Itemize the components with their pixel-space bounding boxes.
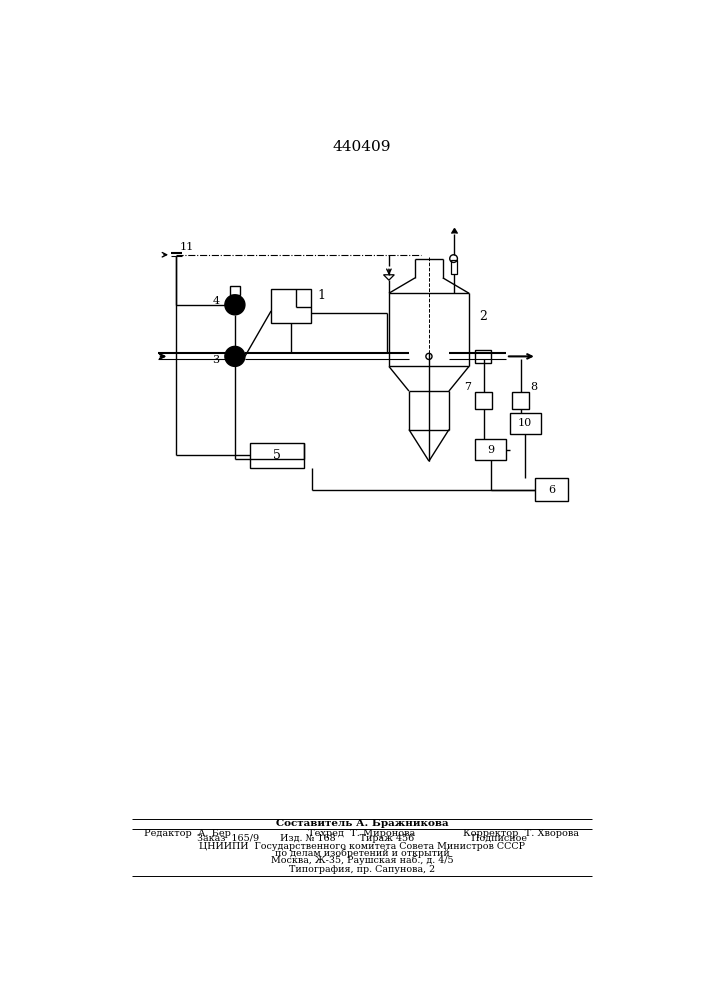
Text: 2: 2 [479,310,487,323]
Text: 10: 10 [518,418,532,428]
Text: 9: 9 [487,445,494,455]
Bar [510,413,541,434]
Text: 1: 1 [317,289,325,302]
Bar [535,478,568,501]
Bar [271,289,311,323]
Text: 5: 5 [274,449,281,462]
Text: 11: 11 [180,242,194,252]
Text: 3: 3 [212,355,219,365]
Bar [450,260,457,274]
Text: 4: 4 [212,296,219,306]
Text: Типография, пр. Сапунова, 2: Типография, пр. Сапунова, 2 [289,865,435,874]
Text: Корректор  Т. Хворова: Корректор Т. Хворова [463,829,579,838]
Text: 6: 6 [548,485,555,495]
Text: Заказ  165/9       Изд. № 168        Тираж 456                   Подписное: Заказ 165/9 Изд. № 168 Тираж 456 Подписн… [197,834,527,843]
Text: Техред  Т. Миронова: Техред Т. Миронова [308,829,416,838]
Text: ЦНИИПИ  Государственного комитета Совета Министров СССР: ЦНИИПИ Государственного комитета Совета … [199,842,525,851]
Bar [475,439,506,460]
Text: Составитель А. Бражникова: Составитель А. Бражникова [276,819,448,828]
Text: 440409: 440409 [333,140,391,154]
Circle shape [225,346,245,366]
Text: 8: 8 [530,382,538,392]
Text: 7: 7 [464,382,472,392]
Bar [230,286,240,295]
Bar [475,350,491,363]
Bar [475,392,492,409]
Circle shape [225,295,245,315]
Text: по делам изобретений и открытий: по делам изобретений и открытий [274,848,450,858]
Text: Редактор  А. Бер: Редактор А. Бер [144,829,231,838]
Bar [250,443,304,468]
Bar [512,392,529,409]
Text: Москва, Ж-35, Раушская наб., д. 4/5: Москва, Ж-35, Раушская наб., д. 4/5 [271,855,453,865]
